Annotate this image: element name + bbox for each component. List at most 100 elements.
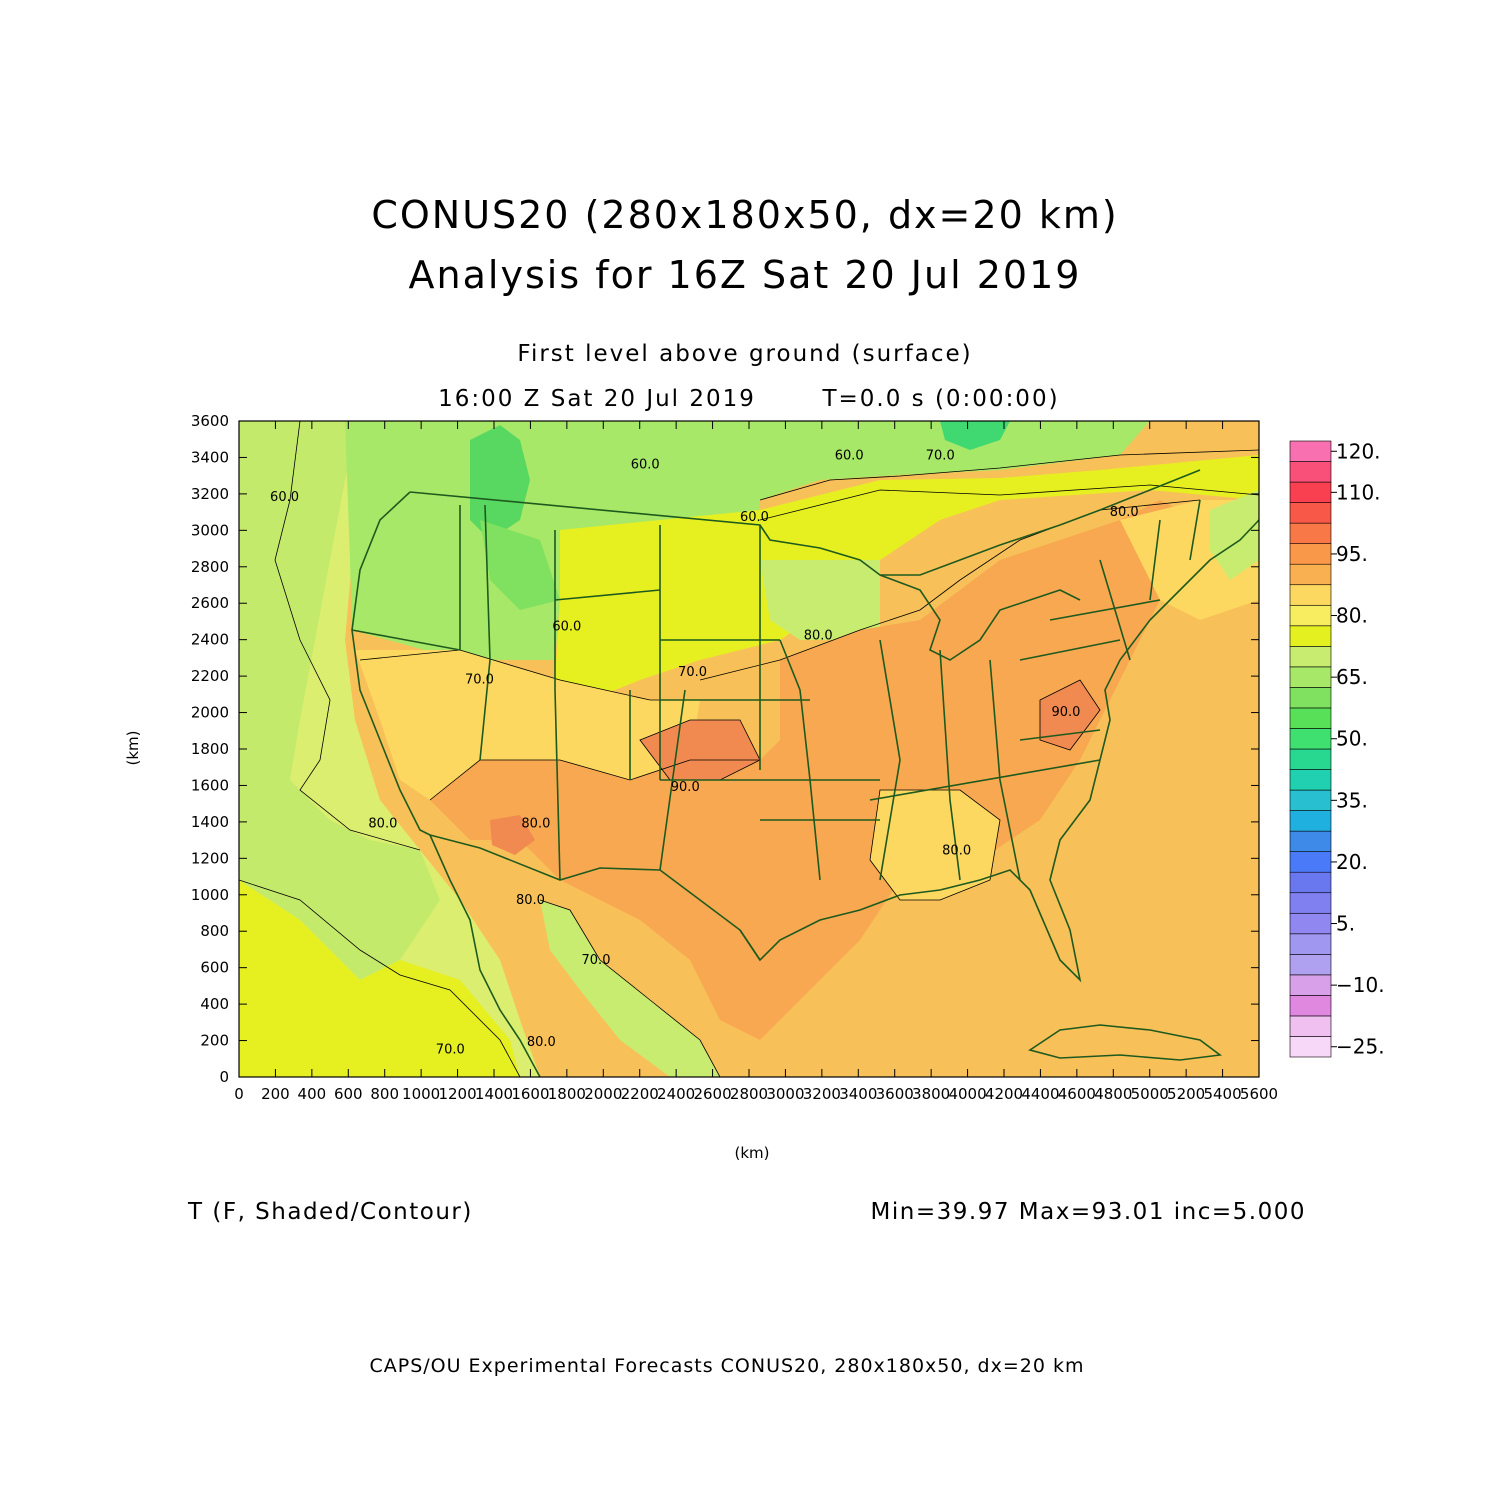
- x-tick-label: 200: [261, 1085, 290, 1103]
- colorbar-swatch: [1289, 646, 1332, 668]
- field-virginia-peak: [1040, 680, 1100, 750]
- colorbar-swatch: [1289, 522, 1332, 544]
- x-tick-label: 3000: [766, 1085, 804, 1103]
- contour-label: 60.0: [631, 457, 660, 472]
- field-kansas-peak: [640, 720, 760, 780]
- field-rockies-cold: [480, 520, 560, 610]
- x-tick-label: 2800: [730, 1085, 768, 1103]
- x-tick-label: 1400: [475, 1085, 513, 1103]
- y-tick-label: 200: [200, 1032, 229, 1050]
- y-tick-label: 2800: [191, 558, 229, 576]
- y-tick-label: 1000: [191, 886, 229, 904]
- x-axis-ticks: 0 200 400 600 800 100012001400160018002000220…: [234, 421, 1278, 1103]
- colorbar-swatch: [1289, 666, 1332, 688]
- colorbar-swatch: [1289, 769, 1332, 791]
- contour-label: 90.0: [1051, 705, 1080, 720]
- field-midwest-warm: [780, 500, 1200, 880]
- contour-60-canada: [759, 449, 1259, 501]
- colorbar-swatch: [1289, 871, 1332, 894]
- y-tick-label: 3000: [191, 521, 229, 539]
- contour-label: 70.0: [436, 1042, 465, 1057]
- contour-label: 70.0: [582, 953, 611, 968]
- y-tick-label: 1600: [191, 776, 229, 794]
- credit-label: CAPS/OU Experimental Forecasts CONUS20, …: [369, 1355, 1084, 1377]
- time-label: 16:00 Z Sat 20 Jul 2019: [438, 386, 756, 412]
- colorbar-swatch: [1289, 789, 1332, 811]
- colorbar-swatch: [1289, 748, 1332, 770]
- colorbar-swatch: [1289, 810, 1332, 832]
- contour-label: 70.0: [465, 672, 494, 687]
- colorbar-label: 20.: [1336, 850, 1368, 874]
- y-tick-label: 2400: [191, 631, 229, 649]
- colorbar-swatch: [1289, 892, 1332, 914]
- x-tick-label: 600: [334, 1085, 363, 1103]
- cuba-outline: [1028, 1024, 1223, 1061]
- colorbar-swatch: [1289, 563, 1332, 586]
- colorbar-label: 5.: [1336, 912, 1355, 936]
- field-maine-cool: [1210, 490, 1259, 580]
- y-tick-label: 800: [200, 922, 229, 940]
- contour-70-canada: [759, 484, 1259, 521]
- colorbar-swatch: [1289, 440, 1332, 462]
- x-tick-label: 5000: [1131, 1085, 1169, 1103]
- y-tick-label: 2000: [191, 704, 229, 722]
- colorbar-label: 95.: [1336, 542, 1368, 566]
- contour-80-southeast: [869, 789, 1001, 901]
- contour-70-mexico: [539, 899, 721, 1077]
- y-tick-label: 3600: [191, 412, 229, 430]
- contour-90-virginia: [1039, 679, 1101, 751]
- y-axis-label: (km): [124, 730, 142, 765]
- x-tick-label: 5200: [1167, 1085, 1205, 1103]
- y-tick-label: 3400: [191, 448, 229, 466]
- colorbar-label: 120.: [1336, 439, 1381, 463]
- state-lines-central: [660, 639, 1101, 881]
- field-pacific-warm: [239, 880, 520, 1077]
- colorbar-swatch: [1289, 912, 1332, 935]
- x-tick-label: 800: [370, 1085, 399, 1103]
- field-label: T (F, Shaded/Contour): [187, 1199, 473, 1225]
- x-tick-label: 2000: [584, 1085, 622, 1103]
- contour-label: 80.0: [804, 629, 833, 644]
- colorbar-swatch: [1289, 543, 1332, 565]
- x-tick-label: 4600: [1058, 1085, 1096, 1103]
- x-tick-label: 3200: [803, 1085, 841, 1103]
- y-tick-label: 400: [200, 995, 229, 1013]
- great-lakes: [879, 574, 1081, 661]
- colorbar-swatch: [1289, 995, 1332, 1017]
- contour-label: 70.0: [926, 448, 955, 463]
- x-tick-label: 0: [234, 1085, 244, 1103]
- field-pacific-cool: [239, 421, 440, 980]
- y-tick-label: 1400: [191, 813, 229, 831]
- colorbar-swatch: [1289, 461, 1332, 483]
- contour-label: 60.0: [740, 510, 769, 525]
- contour-lines: [239, 421, 1259, 1077]
- contour-label: 90.0: [671, 780, 700, 795]
- colorbar-labels: 120. 110. 95. 80. 65. 50. 35. 20. 5. −10. −25.: [1331, 439, 1385, 1059]
- contour-label: 60.0: [552, 620, 581, 635]
- colorbar-label: −25.: [1336, 1035, 1385, 1059]
- y-tick-label: 2600: [191, 594, 229, 612]
- gulf-coastline: [739, 759, 1101, 983]
- colorbar-swatch: [1289, 830, 1332, 852]
- field-hudson-cold: [940, 421, 1010, 450]
- colorbar-label: −10.: [1336, 973, 1385, 997]
- x-tick-label: 3600: [876, 1085, 914, 1103]
- stats-label: Min=39.97 Max=93.01 inc=5.000: [871, 1199, 1306, 1225]
- x-tick-label: 1800: [548, 1085, 586, 1103]
- x-axis-label: (km): [734, 1144, 769, 1162]
- field-northwest-cool: [345, 421, 760, 660]
- state-lines-east: [1019, 499, 1201, 741]
- colorbar-swatch: [1289, 625, 1332, 647]
- colorbar-label: 80.: [1336, 604, 1368, 628]
- map-boundaries: [351, 469, 1259, 1077]
- colorbar-swatch: [1289, 481, 1332, 503]
- level-label: First level above ground (surface): [517, 341, 972, 367]
- x-tick-label: 4200: [985, 1085, 1023, 1103]
- colorbar: [1289, 440, 1332, 1058]
- x-tick-label: 1000: [402, 1085, 440, 1103]
- valid-time-label: T=0.0 s (0:00:00): [821, 386, 1059, 412]
- y-tick-label: 3200: [191, 485, 229, 503]
- field-upper-midwest-cool: [760, 560, 880, 640]
- colorbar-swatch: [1289, 604, 1332, 627]
